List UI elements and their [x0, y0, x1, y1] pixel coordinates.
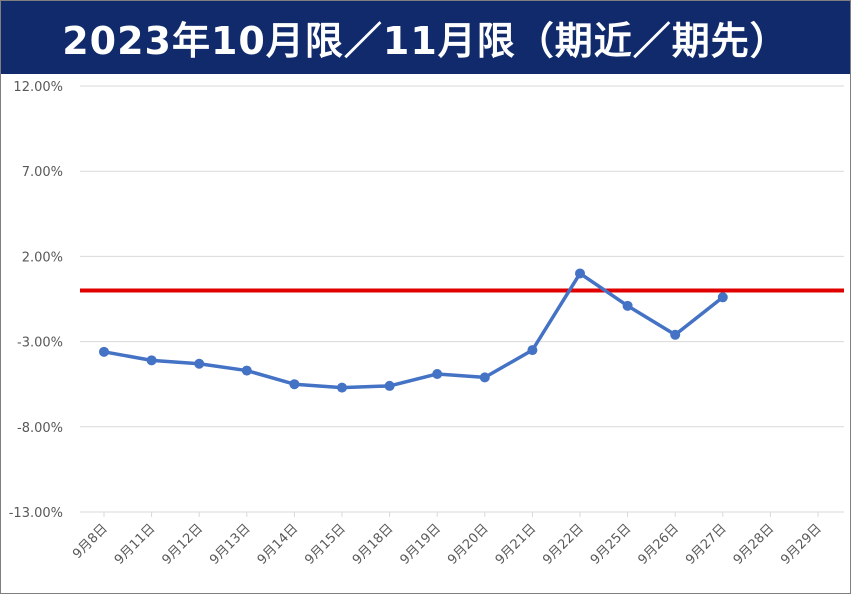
data-point [99, 346, 109, 357]
data-point [337, 382, 347, 393]
x-tick-label: 9月15日 [302, 521, 349, 568]
chart-title: 2023年10月限／11月限（期近／期先） [62, 19, 789, 63]
y-tick-label: 12.00% [13, 80, 63, 95]
data-point [432, 368, 443, 379]
data-point [527, 345, 538, 356]
x-tick-label: 9月22日 [540, 521, 587, 568]
x-tick-label: 9月19日 [397, 521, 444, 568]
data-point [622, 300, 633, 311]
data-point [717, 292, 728, 303]
x-tick-label: 9月20日 [445, 521, 492, 568]
data-point [289, 379, 300, 390]
y-tick-label: 2.00% [22, 250, 63, 265]
x-tick-label: 9月29日 [778, 521, 825, 568]
x-tick-label: 9月14日 [255, 521, 302, 568]
data-point [384, 380, 395, 391]
data-point [479, 372, 490, 383]
x-tick-label: 9月13日 [207, 521, 254, 568]
x-tick-label: 9月12日 [159, 521, 206, 568]
y-tick-label: -3.00% [17, 336, 63, 351]
data-point [575, 268, 585, 279]
y-tick-label: -13.00% [9, 506, 63, 521]
data-point [241, 365, 252, 376]
series-line [103, 271, 724, 390]
x-tick-label: 9月8日 [70, 521, 111, 562]
x-tick-label: 9月11日 [112, 521, 159, 568]
title-bar: 2023年10月限／11月限（期近／期先） [1, 1, 850, 74]
x-tick-label: 9月21日 [493, 521, 540, 568]
data-point [194, 358, 205, 369]
y-tick-label: 7.00% [22, 165, 63, 180]
x-tick-label: 9月27日 [683, 521, 730, 568]
data-point [146, 355, 157, 366]
data-point [670, 329, 681, 340]
x-tick-label: 9月26日 [635, 521, 682, 568]
x-tick-label: 9月25日 [588, 521, 635, 568]
y-tick-label: -8.00% [17, 421, 63, 436]
x-tick-label: 9月28日 [731, 521, 778, 568]
x-tick-label: 9月18日 [350, 521, 397, 568]
